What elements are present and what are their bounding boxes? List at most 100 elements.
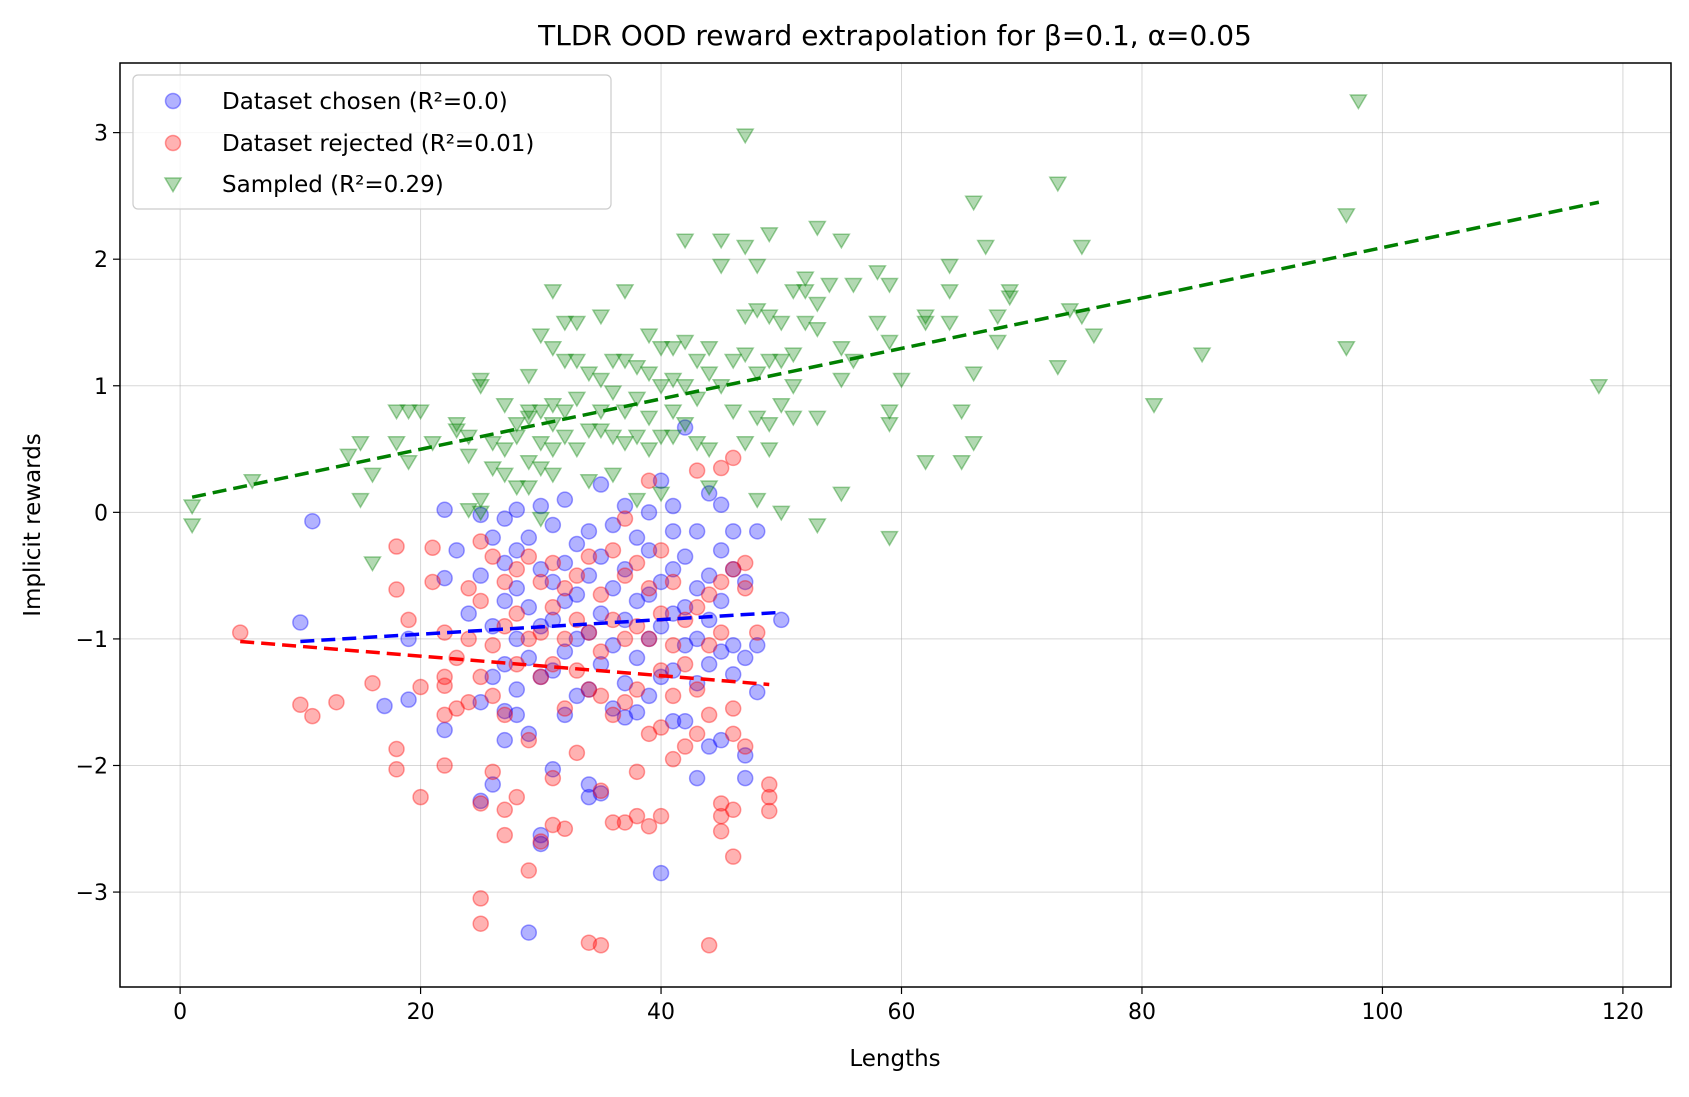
data-point — [724, 725, 742, 743]
data-point — [520, 731, 538, 749]
data-point — [182, 499, 202, 516]
data-point — [747, 410, 767, 427]
data-point — [484, 636, 501, 654]
data-point — [471, 372, 491, 389]
data-point — [616, 709, 634, 726]
data-point — [627, 429, 647, 446]
data-point — [652, 542, 670, 559]
data-point — [507, 429, 527, 446]
data-point — [880, 416, 899, 433]
data-point — [484, 776, 501, 793]
data-point — [759, 309, 779, 326]
data-point — [724, 449, 742, 467]
data-point — [676, 548, 694, 565]
data-point — [1337, 341, 1356, 357]
data-point — [388, 538, 405, 555]
data-point — [496, 801, 513, 819]
data-point — [688, 462, 706, 479]
y-tick-label: −2 — [76, 754, 108, 779]
data-point — [484, 763, 501, 781]
x-tick-label: 40 — [647, 1000, 675, 1025]
data-point — [592, 643, 610, 660]
data-point — [712, 624, 730, 641]
x-axis-label: Lengths — [849, 1046, 940, 1072]
data-point — [484, 529, 501, 546]
data-point — [543, 442, 563, 459]
data-point — [735, 309, 755, 326]
data-point — [496, 510, 513, 527]
data-point — [1048, 360, 1068, 376]
data-point — [592, 476, 610, 493]
data-point — [868, 315, 887, 332]
data-point — [771, 315, 791, 332]
data-point — [520, 725, 538, 743]
data-point — [1000, 284, 1020, 300]
x-tick-label: 120 — [1602, 1000, 1644, 1025]
data-point — [832, 372, 851, 389]
data-point — [700, 485, 718, 502]
data-point — [568, 535, 586, 553]
data-point — [472, 693, 489, 711]
data-point — [591, 309, 611, 326]
data-point — [604, 516, 622, 534]
data-point — [711, 258, 731, 275]
data-point — [447, 416, 466, 433]
data-point — [412, 788, 429, 806]
data-point — [436, 757, 453, 774]
data-point — [532, 573, 550, 591]
data-point — [916, 315, 935, 332]
data-point — [773, 611, 790, 629]
data-point — [952, 454, 971, 471]
data-point — [580, 934, 598, 951]
data-point — [652, 864, 670, 882]
data-point — [531, 404, 551, 421]
data-point — [507, 480, 527, 497]
data-point — [496, 554, 513, 572]
data-point — [399, 404, 418, 421]
data-point — [580, 567, 598, 584]
data-point — [724, 801, 742, 819]
data-point — [628, 807, 646, 825]
legend-marker-0 — [164, 92, 182, 110]
data-point — [796, 315, 815, 332]
data-point — [627, 492, 647, 509]
data-point — [520, 548, 538, 565]
data-point — [628, 763, 646, 781]
data-point — [688, 523, 706, 540]
data-point — [748, 636, 766, 654]
data-point — [556, 491, 574, 508]
data-point — [495, 467, 515, 484]
data-point — [508, 788, 526, 806]
data-point — [640, 630, 658, 648]
data-point — [880, 277, 899, 294]
data-point — [592, 782, 610, 800]
data-point — [531, 328, 551, 345]
data-point — [736, 580, 754, 597]
data-point — [676, 419, 694, 436]
data-point — [496, 826, 513, 844]
data-point — [699, 442, 719, 459]
data-point — [748, 523, 766, 540]
data-point — [640, 725, 658, 743]
data-point — [520, 862, 538, 879]
data-point — [988, 309, 1008, 326]
data-point — [519, 368, 539, 385]
data-point — [339, 448, 358, 465]
data-point — [472, 792, 489, 810]
data-point — [676, 712, 694, 730]
data-point — [483, 435, 503, 452]
data-point — [592, 586, 610, 603]
data-point — [1072, 239, 1092, 256]
data-point — [616, 497, 634, 515]
data-point — [328, 693, 345, 711]
x-tick-label: 20 — [407, 1000, 435, 1025]
data-point — [412, 678, 429, 696]
data-point — [496, 702, 513, 720]
data-points — [182, 94, 1609, 954]
data-point — [604, 611, 622, 629]
data-point — [1589, 379, 1609, 395]
data-point — [591, 423, 611, 440]
data-point — [711, 233, 731, 250]
data-point — [543, 341, 563, 357]
data-point — [496, 573, 513, 591]
